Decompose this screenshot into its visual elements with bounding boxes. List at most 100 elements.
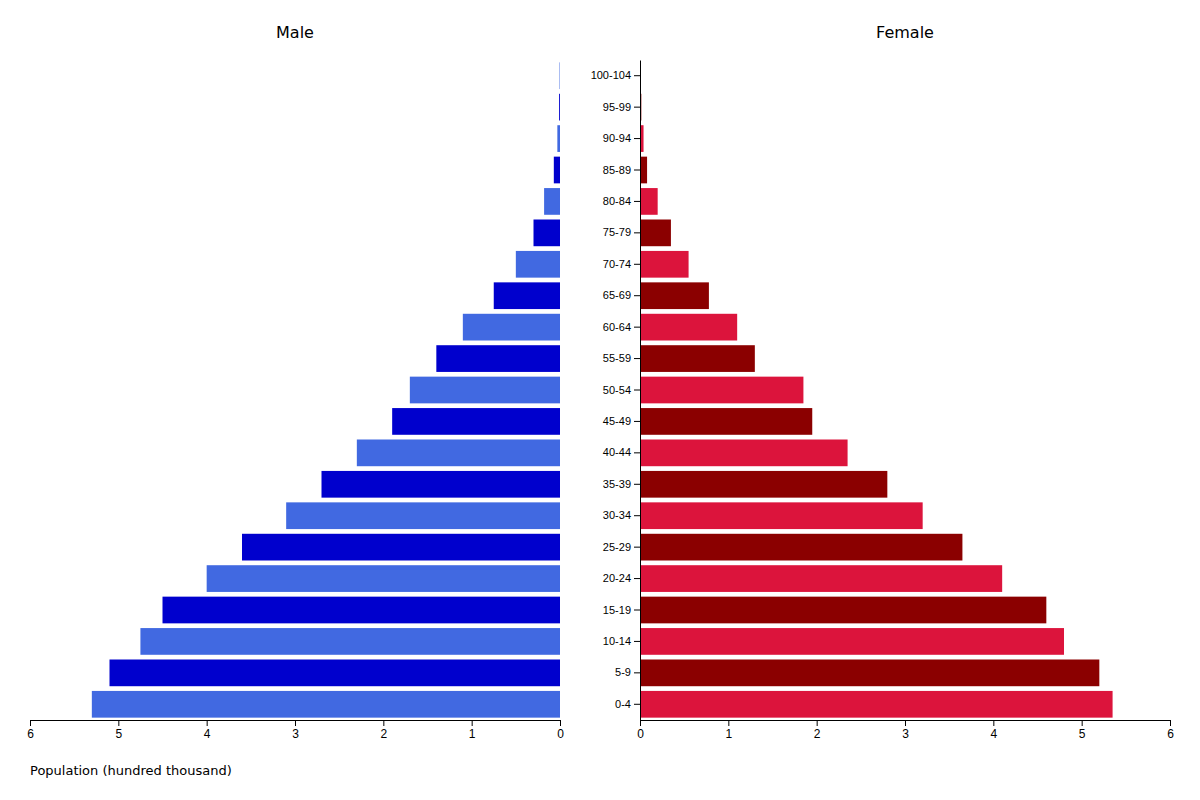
tick-label: 5 [1079, 727, 1086, 741]
y-tick: 90-94 [603, 132, 640, 144]
tick-mark [634, 452, 640, 453]
bar [640, 188, 658, 215]
bar [640, 440, 848, 467]
bar [640, 691, 1113, 718]
tick-mark [634, 170, 640, 171]
tick-label: 6 [1167, 727, 1174, 741]
title: Female [876, 23, 934, 42]
tick-mark [634, 201, 640, 202]
x-axis: 6 5 4 3 2 1 0 [27, 720, 564, 741]
tick-mark [905, 720, 906, 726]
x-tick: 4 [990, 720, 997, 741]
bar [640, 282, 709, 309]
tick-mark [634, 672, 640, 673]
tick-label: 5-9 [615, 666, 631, 678]
y-tick: 85-89 [603, 164, 640, 176]
bar [286, 502, 560, 529]
tick-label: 20-24 [603, 572, 631, 584]
tick-label: 2 [380, 727, 387, 741]
tick-mark [295, 720, 296, 726]
tick-label: 2 [814, 727, 821, 741]
bar [557, 125, 560, 152]
bar [110, 660, 561, 687]
axis-line [641, 721, 1171, 727]
tick-mark [640, 720, 641, 726]
tick-mark [634, 578, 640, 579]
bar [640, 597, 1046, 624]
tick-mark [634, 107, 640, 108]
x-tick: 2 [380, 720, 387, 741]
tick-mark [993, 720, 994, 726]
y-tick: 5-9 [615, 666, 640, 678]
y-tick: 0-4 [615, 698, 640, 710]
tick-mark [634, 484, 640, 485]
y-tick: 25-29 [603, 541, 640, 553]
tick-label: 0 [637, 727, 644, 741]
tick-mark [634, 641, 640, 642]
y-tick: 20-24 [603, 572, 640, 584]
tick-label: 70-74 [603, 258, 631, 270]
tick-mark [634, 295, 640, 296]
bar [640, 534, 962, 561]
bar [640, 157, 647, 184]
tick-label: 100-104 [591, 69, 631, 81]
bar [322, 471, 561, 498]
bar [640, 565, 1002, 592]
bar [640, 660, 1099, 687]
tick-label: 15-19 [603, 604, 631, 616]
y-tick: 30-34 [603, 509, 640, 521]
tick-mark [634, 421, 640, 422]
tick-mark [1082, 720, 1083, 726]
y-tick: 60-64 [603, 321, 640, 333]
tick-mark [634, 547, 640, 548]
tick-label: 75-79 [603, 226, 631, 238]
tick-label: 80-84 [603, 195, 631, 207]
bar [554, 157, 560, 184]
x-tick: 4 [204, 720, 211, 741]
tick-label: 40-44 [603, 446, 631, 458]
bar [163, 597, 561, 624]
x-axis-title: Population (hundred thousand) [30, 763, 232, 778]
tick-mark [634, 390, 640, 391]
tick-mark [383, 720, 384, 726]
x-tick: 5 [1079, 720, 1086, 741]
tick-mark [207, 720, 208, 726]
tick-mark [634, 610, 640, 611]
x-tick: 1 [469, 720, 476, 741]
x-tick: 0 [557, 720, 564, 741]
bars [92, 62, 560, 717]
bar [410, 377, 560, 404]
title: Male [276, 23, 314, 42]
tick-mark [634, 264, 640, 265]
bar [640, 408, 812, 435]
x-tick: 3 [292, 720, 299, 741]
y-tick: 65-69 [603, 289, 640, 301]
tick-label: 4 [990, 727, 997, 741]
y-tick: 10-14 [603, 635, 640, 647]
y-tick: 100-104 [591, 69, 640, 81]
tick-mark [634, 327, 640, 328]
tick-label: 6 [27, 727, 34, 741]
y-tick: 95-99 [603, 101, 640, 113]
tick-label: 50-54 [603, 384, 631, 396]
x-tick: 0 [637, 720, 644, 741]
bar [640, 377, 803, 404]
tick-label: 65-69 [603, 289, 631, 301]
tick-mark [634, 515, 640, 516]
bar [357, 440, 560, 467]
tick-mark [118, 720, 119, 726]
bar [544, 188, 560, 215]
y-tick: 80-84 [603, 195, 640, 207]
panel: 6 5 4 3 2 1 0 Male Population (hundred thousand) [27, 23, 564, 778]
bar [436, 345, 560, 372]
tick-label: 85-89 [603, 164, 631, 176]
x-tick: 5 [115, 720, 122, 741]
tick-mark [634, 75, 640, 76]
bar [640, 471, 887, 498]
bar [640, 628, 1064, 655]
bar [242, 534, 560, 561]
bar [559, 62, 560, 89]
bar [392, 408, 560, 435]
tick-label: 4 [204, 727, 211, 741]
axis-line [31, 721, 561, 727]
